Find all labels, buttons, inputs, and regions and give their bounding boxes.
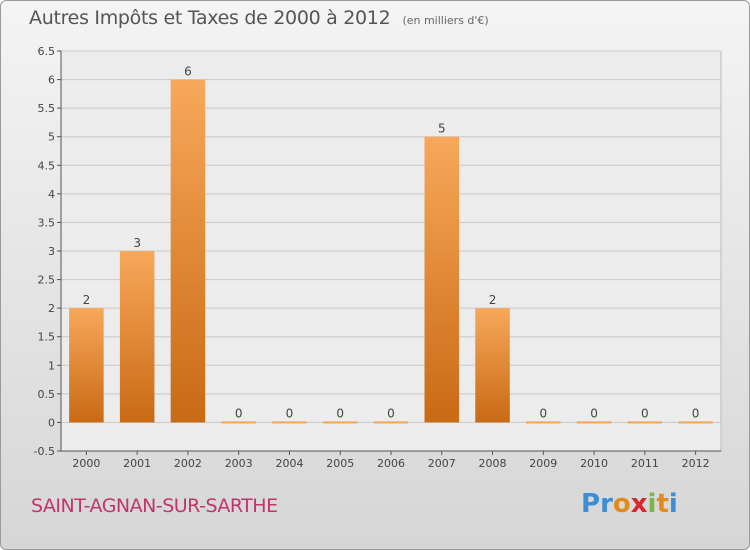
logo-letter: r [600,489,613,519]
data-label-2012: 0 [692,406,700,420]
y-tick-label: 3 [48,245,55,258]
y-tick-label: 6.5 [38,45,56,58]
x-tick-label-2008: 2008 [479,457,507,470]
data-label-2008: 2 [489,293,497,307]
y-tick-label: 3.5 [38,216,56,229]
commune-name: SAINT-AGNAN-SUR-SARTHE [31,495,278,517]
data-label-2002: 6 [184,65,192,79]
data-label-2004: 0 [286,406,294,420]
x-tick-label-2012: 2012 [682,457,710,470]
data-label-2000: 2 [83,293,91,307]
x-axis: 2000 2001 2002 2003 2004 2005 2006 2007 2008 2009… [61,450,721,470]
chart-title: Autres Impôts et Taxes de 2000 à 2012 (e… [29,7,489,29]
y-tick-label: 0.5 [38,388,56,401]
bar-2000 [69,308,104,423]
logo-letter: i [647,489,657,519]
y-tick-label: 4 [48,188,55,201]
y-axis: -0.5 0 0.5 1 1.5 2 2.5 3 3.5 4 4.5 5 5.5 6 6.5 [34,45,62,458]
data-label-2007: 5 [438,122,446,136]
bar-2011 [627,421,663,424]
bar-2006 [373,421,409,424]
bar-2010 [576,421,612,424]
chart-title-main: Autres Impôts et Taxes de 2000 à 2012 [29,7,391,29]
chart-title-unit: (en milliers d'€) [402,14,489,27]
data-label-2001: 3 [133,236,141,250]
x-tick-label-2006: 2006 [377,457,405,470]
proxiti-logo[interactable]: Proxiti [581,489,678,519]
x-tick-label-2002: 2002 [174,457,202,470]
logo-letter: o [612,489,631,519]
x-tick-label-2001: 2001 [123,457,151,470]
logo-letter: x [630,489,648,519]
x-tick-label-2003: 2003 [225,457,253,470]
bar-2003 [221,421,256,424]
y-tick-label: 1 [48,359,55,372]
y-tick-label: 2.5 [38,274,56,287]
x-tick-label-2007: 2007 [428,457,456,470]
logo-letter: P [581,489,601,519]
data-label-2003: 0 [235,406,243,420]
x-tick-label-2004: 2004 [275,457,303,470]
data-label-2005: 0 [336,406,344,420]
x-tick-label-2011: 2011 [631,457,659,470]
x-tick-label-2005: 2005 [326,457,354,470]
y-tick-label: 5 [48,131,55,144]
bar-2012 [678,421,713,424]
bar-2007 [424,136,460,423]
bar-2005 [322,421,358,424]
y-tick-label: 4.5 [38,159,56,172]
bar-2009 [526,421,561,424]
data-label-2010: 0 [590,406,598,420]
bars: 2 3 6 0 0 0 0 5 2 0 0 0 0 [69,65,713,424]
bar-2008 [475,308,510,423]
x-tick-label-2010: 2010 [580,457,608,470]
x-tick-label-2009: 2009 [529,457,557,470]
data-label-2009: 0 [539,406,547,420]
y-tick-label: 1.5 [38,331,56,344]
logo-letter: t [656,489,669,519]
data-label-2006: 0 [387,406,395,420]
bar-2004 [272,421,307,424]
logo-letter: i [668,489,678,519]
bar-2001 [119,251,155,423]
y-tick-label: 6 [48,74,55,87]
y-tick-label: -0.5 [34,445,55,458]
data-label-2011: 0 [641,406,649,420]
bar-2002 [170,79,206,423]
y-tick-label: 2 [48,302,55,315]
y-tick-label: 5.5 [38,102,56,115]
x-tick-label-2000: 2000 [72,457,100,470]
y-tick-label: 0 [48,416,55,429]
